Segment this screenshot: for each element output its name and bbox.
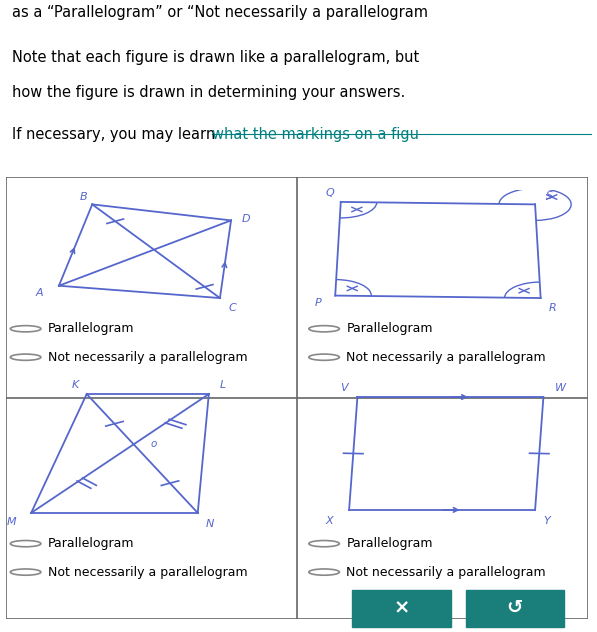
Text: S: S — [546, 191, 553, 201]
Text: Parallelogram: Parallelogram — [346, 537, 433, 550]
Text: Parallelogram: Parallelogram — [346, 322, 433, 335]
Bar — [352, 590, 451, 627]
Text: ↺: ↺ — [507, 598, 523, 617]
Text: Y: Y — [543, 516, 550, 526]
Text: R: R — [549, 303, 557, 313]
Text: Not necessarily a parallelogram: Not necessarily a parallelogram — [346, 351, 546, 363]
Text: Not necessarily a parallelogram: Not necessarily a parallelogram — [48, 566, 247, 578]
Text: L: L — [220, 380, 226, 389]
Text: as a “Parallelogram” or “Not necessarily a parallelogram: as a “Parallelogram” or “Not necessarily… — [12, 5, 428, 20]
Text: Q: Q — [325, 188, 334, 198]
Text: A: A — [36, 288, 44, 298]
Text: Not necessarily a parallelogram: Not necessarily a parallelogram — [346, 566, 546, 578]
Text: Parallelogram: Parallelogram — [48, 537, 134, 550]
Text: ×: × — [393, 598, 410, 617]
Text: X: X — [326, 516, 334, 526]
Text: o: o — [150, 439, 157, 449]
Text: N: N — [206, 519, 214, 529]
Text: how the figure is drawn in determining your answers.: how the figure is drawn in determining y… — [12, 85, 405, 100]
Text: V: V — [340, 382, 347, 392]
Text: C: C — [228, 303, 236, 313]
Text: D: D — [242, 214, 251, 224]
Bar — [466, 590, 564, 627]
Text: Not necessarily a parallelogram: Not necessarily a parallelogram — [48, 351, 247, 363]
Text: K: K — [72, 380, 79, 389]
Text: B: B — [80, 192, 88, 202]
Text: M: M — [7, 518, 17, 527]
Text: Note that each figure is drawn like a parallelogram, but: Note that each figure is drawn like a pa… — [12, 49, 419, 64]
Text: P: P — [315, 298, 322, 308]
Text: W: W — [555, 382, 565, 392]
Text: what the markings on a figu: what the markings on a figu — [212, 128, 419, 142]
Text: Parallelogram: Parallelogram — [48, 322, 134, 335]
Text: If necessary, you may learn: If necessary, you may learn — [12, 128, 220, 142]
